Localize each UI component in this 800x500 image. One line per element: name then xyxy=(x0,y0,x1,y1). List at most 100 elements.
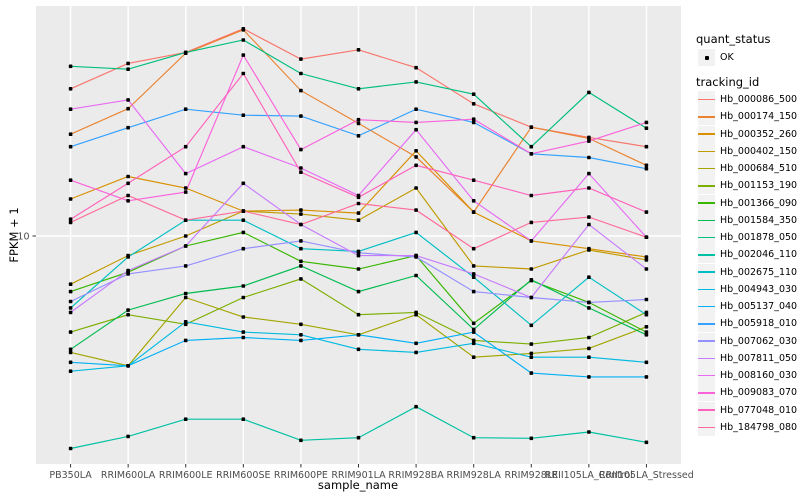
data-point xyxy=(644,163,649,168)
legend-entry-Hb_007062_030: Hb_007062_030 xyxy=(698,332,797,350)
data-point xyxy=(587,155,591,160)
data-point xyxy=(241,284,246,288)
legend-key-swatch xyxy=(698,298,715,316)
legend-entry-label: Hb_007811_050 xyxy=(720,352,798,364)
data-point xyxy=(587,355,591,359)
legend-entry-label: Hb_001153_190 xyxy=(720,180,798,192)
data-point xyxy=(299,222,303,227)
data-point xyxy=(68,87,73,91)
data-point xyxy=(644,297,649,302)
data-point xyxy=(68,310,73,315)
data-point xyxy=(644,360,649,365)
data-point xyxy=(414,230,418,235)
data-point xyxy=(414,65,418,70)
legend-entry-label: Hb_005918_010 xyxy=(720,318,798,330)
data-point xyxy=(126,364,130,368)
data-point xyxy=(471,264,476,268)
data-point xyxy=(356,121,361,126)
legend-entry-Hb_002675_110: Hb_002675_110 xyxy=(698,263,798,281)
data-point xyxy=(299,88,303,93)
data-point xyxy=(68,369,73,373)
x-tick-label: RRIM928LA xyxy=(447,470,502,481)
data-point xyxy=(126,312,130,317)
data-point xyxy=(183,264,188,268)
data-point xyxy=(126,98,130,102)
legend-line-icon xyxy=(698,150,715,153)
data-point xyxy=(644,312,649,317)
data-point xyxy=(126,181,130,186)
data-point xyxy=(183,218,188,222)
legend-key-swatch xyxy=(698,108,715,126)
x-tick-label: RRII105LA_Stressed xyxy=(599,470,694,481)
data-point xyxy=(241,28,246,32)
y-axis-title: FPKM + 1 xyxy=(7,207,21,263)
data-point xyxy=(356,48,361,52)
data-point xyxy=(299,438,303,443)
data-point xyxy=(299,277,303,281)
data-point xyxy=(241,113,246,117)
data-point xyxy=(414,120,418,125)
data-point xyxy=(299,166,303,170)
data-point xyxy=(644,255,649,259)
data-point xyxy=(356,134,361,138)
legend-entry-label: Hb_004943_030 xyxy=(720,283,798,295)
data-point xyxy=(356,251,361,255)
data-point xyxy=(126,268,130,273)
data-point xyxy=(644,235,649,239)
legend-line-icon xyxy=(698,116,715,118)
data-point xyxy=(299,114,303,118)
legend-line-icon xyxy=(698,202,715,204)
x-tick-label: RRIM600LE xyxy=(159,470,213,481)
data-point xyxy=(183,186,188,190)
data-point xyxy=(68,282,73,286)
legend-line-icon xyxy=(698,392,715,394)
data-point xyxy=(126,272,130,276)
data-point xyxy=(529,152,534,156)
data-point xyxy=(644,120,649,125)
legend-entry-label: Hb_002675_110 xyxy=(720,266,798,278)
data-point xyxy=(587,335,591,340)
data-point xyxy=(587,215,591,219)
data-point xyxy=(356,201,361,206)
data-point xyxy=(644,333,649,337)
data-point xyxy=(414,163,418,168)
data-point xyxy=(68,220,73,225)
legend-entry-Hb_002046_110: Hb_002046_110 xyxy=(698,246,797,264)
data-point xyxy=(529,125,534,129)
data-point xyxy=(126,125,130,130)
data-point xyxy=(126,255,130,259)
legend-key-swatch xyxy=(698,315,715,333)
x-axis-title: sample_name xyxy=(317,478,399,492)
data-point xyxy=(68,330,73,334)
data-point xyxy=(471,275,476,279)
x-tick-label: RRIM600SE xyxy=(216,470,270,481)
data-point xyxy=(471,210,476,214)
data-point xyxy=(644,144,649,149)
data-point xyxy=(183,417,188,421)
data-point xyxy=(356,253,361,258)
data-point xyxy=(471,117,476,121)
data-point xyxy=(529,371,534,375)
legend-entry-label: Hb_001366_090 xyxy=(720,197,798,209)
data-point xyxy=(356,435,361,440)
data-point xyxy=(299,259,303,264)
legend-entry-Hb_184798_080: Hb_184798_080 xyxy=(698,418,797,436)
data-point xyxy=(68,289,73,294)
data-point xyxy=(471,199,476,203)
legend-entry-label: Hb_000402_150 xyxy=(720,145,798,157)
data-point xyxy=(414,273,418,278)
data-point xyxy=(529,144,534,149)
legend-line-icon xyxy=(698,133,715,135)
legend-line-icon xyxy=(698,374,715,377)
data-point xyxy=(299,208,303,212)
x-tick-label: RRIM901LA xyxy=(331,470,386,481)
legend-entry-label: Hb_001584_350 xyxy=(720,214,798,226)
data-point xyxy=(356,218,361,222)
data-point xyxy=(587,306,591,310)
data-point xyxy=(68,64,73,69)
legend-entry-label: Hb_077048_010 xyxy=(720,404,798,416)
data-point xyxy=(299,212,303,216)
legend-entry-Hb_000402_150: Hb_000402_150 xyxy=(698,142,798,160)
data-point xyxy=(356,267,361,271)
data-point xyxy=(68,107,73,111)
